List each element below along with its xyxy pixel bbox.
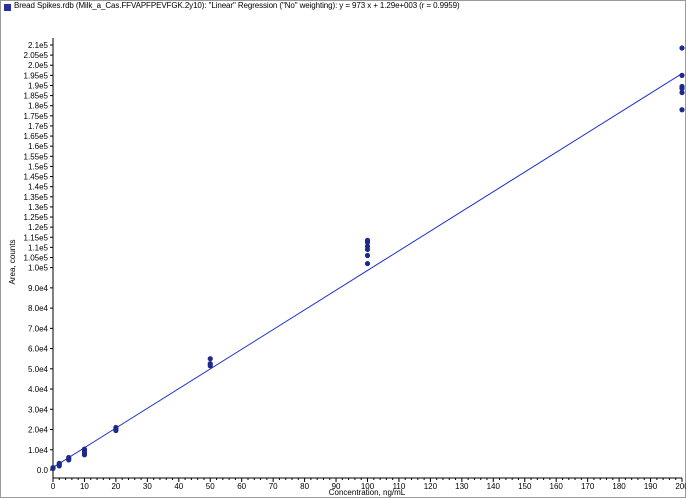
x-tick-label: 110 xyxy=(393,482,406,491)
y-tick-label: 1.55e5 xyxy=(24,152,49,161)
data-point xyxy=(679,89,685,96)
data-point xyxy=(56,460,62,466)
x-tick-label: 150 xyxy=(518,482,532,491)
y-tick-label: 1.65e5 xyxy=(24,132,49,141)
y-tick-label: 2.1e5 xyxy=(28,41,49,50)
x-tick-label: 70 xyxy=(269,482,278,491)
y-tick-label: 1.25e5 xyxy=(24,213,49,222)
x-tick-label: 160 xyxy=(550,482,564,491)
axes: 0.0 1.0e4 2.0e4 3.0e4 4.0e4 5.0e4 6.0e4 7.0e4 8.… xyxy=(24,38,686,491)
data-point xyxy=(364,243,371,249)
y-tick-label: 1.2e5 xyxy=(28,223,49,232)
y-axis-label: Area, counts xyxy=(8,240,17,285)
y-tick-label: 1.7e5 xyxy=(28,122,49,131)
regression-line xyxy=(52,73,683,468)
y-tick-label: 5.0e4 xyxy=(28,365,49,374)
x-tick-label: 170 xyxy=(581,482,595,491)
y-tick-label: 1.0e4 xyxy=(28,446,49,455)
y-tick-label: 1.8e5 xyxy=(28,102,49,111)
legend-marker xyxy=(4,4,11,11)
x-tick-label: 130 xyxy=(455,482,469,491)
data-point xyxy=(364,260,371,267)
y-tick-label: 1.15e5 xyxy=(24,233,49,242)
y-tick-label: 1.05e5 xyxy=(24,254,49,263)
x-tick-label: 10 xyxy=(80,482,89,491)
data-point xyxy=(679,83,685,90)
y-tick-label: 1.4e5 xyxy=(28,183,49,192)
data-point xyxy=(207,361,213,367)
y-tick-label: 3.0e4 xyxy=(28,405,49,414)
y-tick-label: 2.0e5 xyxy=(28,61,49,70)
x-tick-label: 50 xyxy=(206,482,215,491)
data-point xyxy=(66,454,72,461)
data-point xyxy=(679,72,685,78)
y-tick-label: 1.9e5 xyxy=(28,81,49,90)
data-points xyxy=(50,45,685,471)
legend-text: Bread Spikes.rdb (Milk_a_Cas.FFVAPFPEVFG… xyxy=(14,1,460,10)
y-tick-label: 1.1e5 xyxy=(28,243,49,252)
x-tick-label: 0 xyxy=(51,482,56,491)
y-tick-label: 1.75e5 xyxy=(24,112,49,121)
y-tick-label: 2.0e4 xyxy=(28,426,49,435)
y-tick-label: 1.0e5 xyxy=(28,264,49,273)
y-tick-label: 7.0e4 xyxy=(28,324,49,333)
y-tick-label: 1.85e5 xyxy=(24,92,49,101)
x-tick-label: 120 xyxy=(424,482,438,491)
x-tick-label: 100 xyxy=(361,482,375,491)
data-point xyxy=(81,446,88,452)
y-tick-label: 8.0e4 xyxy=(28,304,49,313)
data-point xyxy=(50,464,56,471)
x-tick-label: 190 xyxy=(644,482,658,491)
x-tick-label: 140 xyxy=(487,482,501,491)
data-point xyxy=(679,107,685,113)
x-tick-label: 60 xyxy=(237,482,246,491)
data-point xyxy=(207,356,213,362)
y-tick-label: 9.0e4 xyxy=(28,284,49,293)
data-point xyxy=(679,45,685,51)
y-tick-label: 1.45e5 xyxy=(24,173,49,182)
y-tick-label: 1.3e5 xyxy=(28,203,49,212)
y-tick-label: 1.95e5 xyxy=(24,71,49,80)
x-tick-label: 40 xyxy=(174,482,183,491)
y-tick-label: 2.05e5 xyxy=(24,51,49,60)
y-tick-label: 4.0e4 xyxy=(28,385,49,394)
y-tick-label: 1.6e5 xyxy=(28,142,49,151)
x-tick-label: 90 xyxy=(332,482,341,491)
x-axis-label: Concentration, ng/mL xyxy=(329,488,406,497)
x-tick-label: 180 xyxy=(612,482,626,491)
y-tick-label: 6.0e4 xyxy=(28,345,49,354)
y-tick-label: 0.0 xyxy=(37,466,49,475)
x-tick-label: 20 xyxy=(111,482,120,491)
x-tick-label: 80 xyxy=(300,482,309,491)
data-point xyxy=(113,424,119,431)
data-point xyxy=(364,237,371,243)
y-tick-label: 1.35e5 xyxy=(24,193,49,202)
x-tick-label: 200 xyxy=(675,482,686,491)
data-point xyxy=(364,252,371,259)
x-tick-label: 30 xyxy=(143,482,152,491)
y-tick-label: 1.5e5 xyxy=(28,162,49,171)
regression-line-group xyxy=(52,73,683,468)
